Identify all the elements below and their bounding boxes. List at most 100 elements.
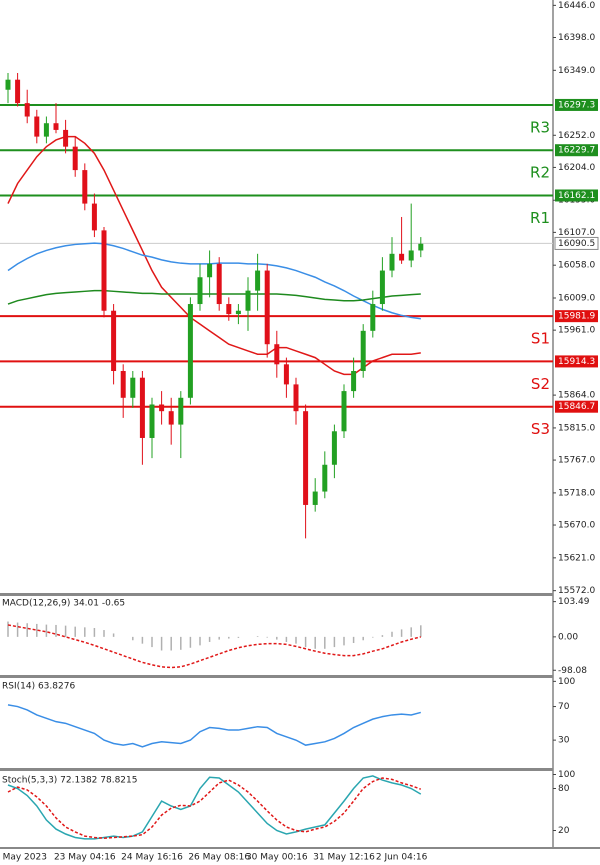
level-box [555,355,598,368]
candle-body [245,290,251,311]
candle-body [207,263,213,278]
candle-body [63,129,69,147]
candle-body [82,170,88,204]
y-tick-label: 15815.0 [558,423,595,433]
candle-body [178,397,184,425]
rsi-line [7,704,421,748]
candle-body [24,103,30,117]
panel-separator [0,675,553,678]
y-tick-label: 15621.0 [558,553,595,563]
y-tick-label: 20 [558,826,570,836]
candle-body [351,371,357,392]
y-tick-label: 100 [558,770,575,780]
candle-body [15,79,21,104]
level-name: R2 [530,164,550,182]
y-tick-label: 70 [558,702,570,712]
signal-line [7,624,421,669]
candle-body [139,377,145,438]
candle-body [418,243,424,251]
candle-body [370,304,376,331]
candle-body [159,404,165,412]
candle-body [43,123,49,137]
stoch-line [7,777,422,839]
y-tick-label: 16446.0 [558,1,595,11]
y-tick-label: 16009.0 [558,294,595,304]
y-tick-label: 16398.0 [558,33,595,43]
y-tick-label: 16204.0 [558,163,595,173]
x-tick-label: 26 May 08:16 [188,853,250,863]
panel-separator [0,593,553,596]
candle-body [168,411,174,425]
y-tick-label: 15718.0 [558,488,595,498]
candle-body [91,203,97,231]
x-tick-label: 19 May 2023 [0,853,47,863]
level-name: R1 [530,209,550,227]
level-value: 15914.3 [558,357,595,367]
level-name: S1 [531,330,550,348]
last-price-box [554,236,599,250]
level-value: 15846.7 [558,402,595,412]
candle-body [120,371,126,398]
candle-body [399,253,405,261]
candle-body [283,364,289,385]
level-value: 16229.7 [558,146,595,156]
level-box [555,189,598,202]
x-tick-label: 23 May 04:16 [54,853,116,863]
level-value: 15981.9 [558,312,595,322]
candle-body [235,310,241,315]
candle-body [264,270,270,345]
candle-body [322,464,328,492]
x-tick-label: 31 May 12:16 [313,853,375,863]
candle-body [197,277,203,305]
candle-body [226,304,232,315]
candle-body [303,411,309,505]
y-tick-label: 30 [558,736,570,746]
y-tick-label: 15961.0 [558,326,595,336]
candle-body [255,270,261,291]
level-value: 16162.1 [558,191,595,201]
y-tick-label: 15670.0 [558,521,595,531]
panel-label: MACD(12,26,9) 34.01 -0.65 [2,599,125,609]
candle-body [312,491,318,505]
candle-body [187,304,193,398]
x-tick-label: 24 May 16:16 [121,853,183,863]
candle-body [408,250,414,261]
candle-body [5,79,11,90]
level-name: S3 [531,420,550,438]
panel-label: RSI(14) 63.8276 [2,682,75,692]
candle-body [389,253,395,271]
panel-separator [0,768,553,771]
y-tick-label: 103.49 [558,597,590,607]
panel-label: Stoch(5,3,3) 72.1382 78.8215 [2,776,137,786]
candle-body [341,391,347,432]
level-name: R3 [530,118,550,136]
candle-body [72,146,78,171]
candle-body [293,384,299,412]
level-box [555,144,598,157]
y-tick-label: 16349.0 [558,66,595,76]
y-tick-label: 15767.0 [558,456,595,466]
candle-body [360,330,366,372]
y-tick-label: 15864.0 [558,391,595,401]
level-value: 16297.3 [558,100,595,110]
candle-body [216,263,222,305]
y-tick-label: 16058.0 [558,261,595,271]
panel-separator [0,847,600,849]
candle-body [101,230,107,311]
y-tick-label: 16107.0 [558,228,595,238]
moving-average [7,242,421,320]
level-box [555,310,598,323]
candle-body [34,116,40,137]
candle-body [149,404,155,438]
candle-body [130,377,136,398]
candle-body [274,344,280,365]
level-box [555,98,598,111]
candle-body [111,310,117,372]
moving-average [7,289,421,305]
last-price: 16090.5 [558,239,595,249]
y-tick-label: 16252.0 [558,131,595,141]
stoch-line [7,775,422,840]
level-name: S2 [531,375,550,393]
